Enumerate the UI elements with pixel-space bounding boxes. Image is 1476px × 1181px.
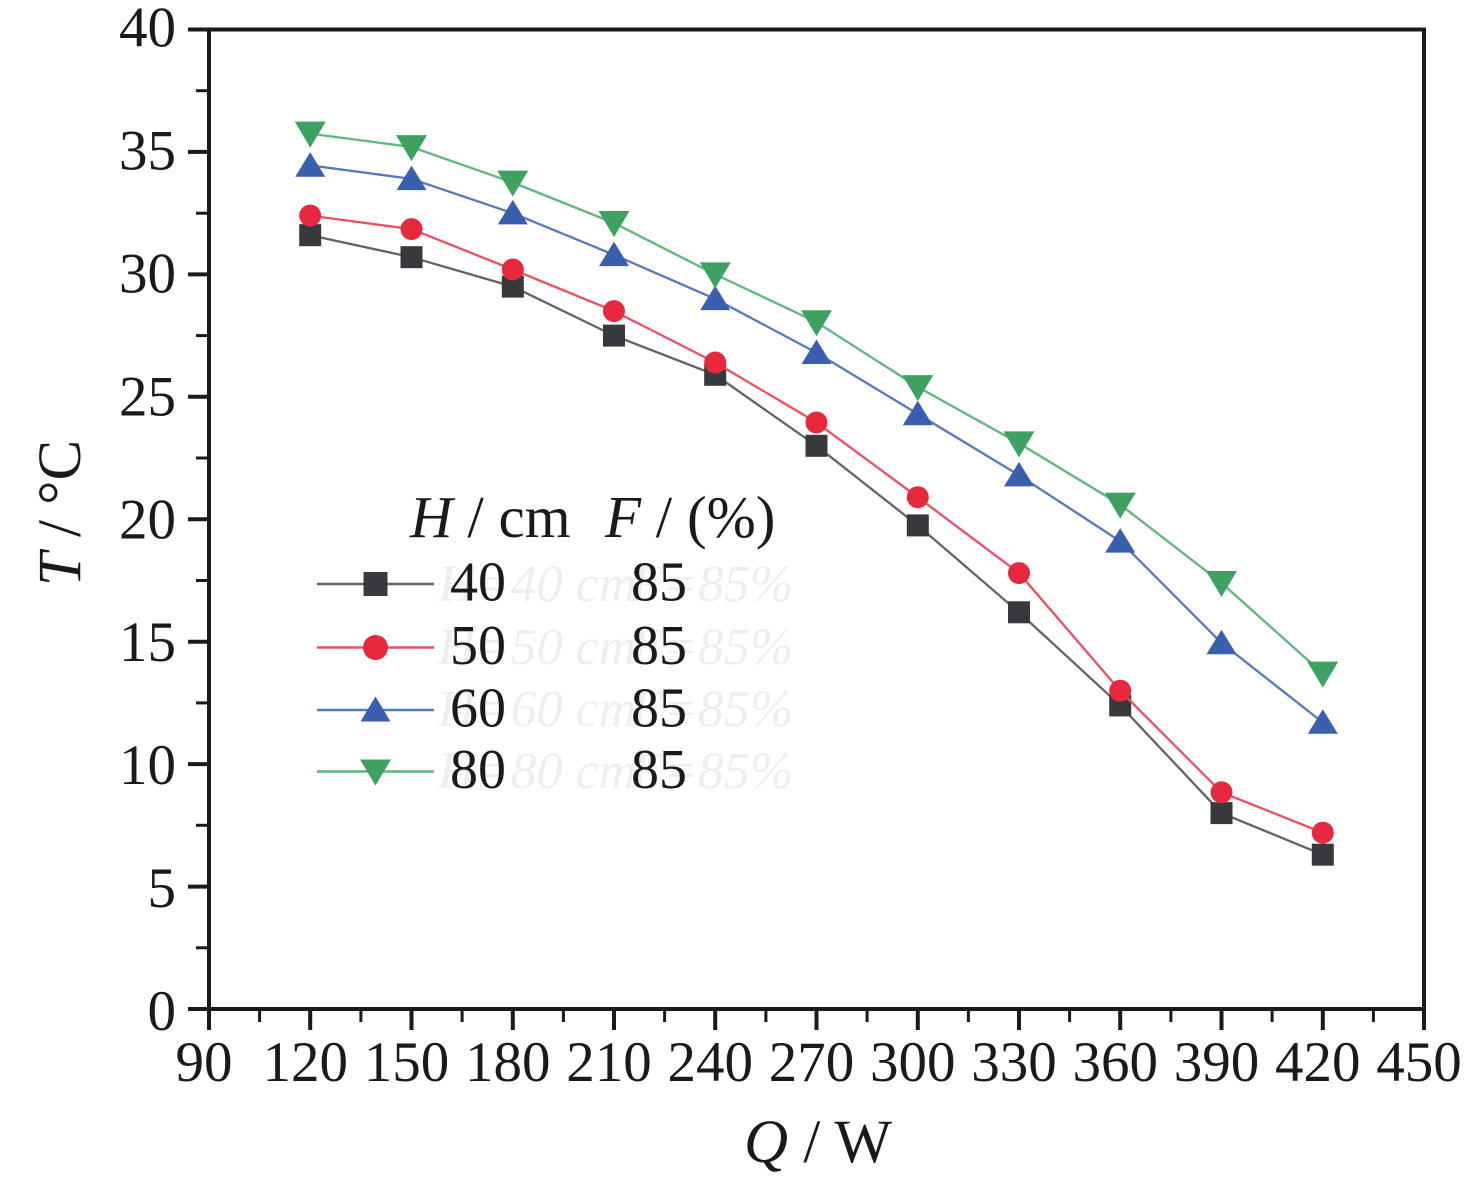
svg-text:300: 300 [870,1031,956,1094]
svg-text:25: 25 [119,365,176,428]
svg-text:F=85%: F=85% [630,619,793,676]
svg-text:F / (%): F / (%) [604,484,775,550]
svg-text:420: 420 [1275,1031,1361,1094]
svg-text:90: 90 [176,1031,233,1094]
svg-text:390: 390 [1174,1031,1260,1094]
svg-text:20: 20 [119,488,176,551]
svg-text:10: 10 [119,734,176,797]
svg-text:85: 85 [631,739,687,801]
svg-text:0: 0 [148,980,177,1043]
svg-text:85: 85 [631,615,687,677]
svg-text:80: 80 [450,739,506,801]
svg-text:85: 85 [631,552,687,614]
svg-text:330: 330 [971,1031,1057,1094]
svg-text:H=40 cm: H=40 cm [437,556,636,613]
svg-text:F=85%: F=85% [630,556,793,613]
svg-text:H=50 cm: H=50 cm [437,619,636,676]
svg-text:40: 40 [119,0,176,60]
svg-text:T / °C: T / °C [27,440,94,586]
svg-text:180: 180 [465,1031,551,1094]
svg-text:F=85%: F=85% [630,743,793,800]
svg-text:240: 240 [667,1031,753,1094]
svg-text:H / cm: H / cm [409,484,571,550]
svg-text:85: 85 [631,678,687,740]
svg-text:F=85%: F=85% [630,681,793,738]
svg-text:Q / W: Q / W [744,1109,892,1176]
svg-text:60: 60 [450,678,506,740]
svg-text:30: 30 [119,242,176,305]
svg-text:450: 450 [1376,1031,1462,1094]
svg-text:270: 270 [769,1031,855,1094]
svg-text:50: 50 [450,615,506,677]
svg-text:5: 5 [148,857,177,920]
svg-text:35: 35 [119,120,176,183]
svg-text:120: 120 [262,1031,348,1094]
svg-text:H=60 cm: H=60 cm [437,681,636,738]
svg-text:15: 15 [119,611,176,674]
svg-text:150: 150 [364,1031,450,1094]
svg-text:360: 360 [1072,1031,1158,1094]
svg-text:40: 40 [450,552,506,614]
svg-text:210: 210 [566,1031,652,1094]
svg-text:H=80 cm: H=80 cm [437,743,636,800]
